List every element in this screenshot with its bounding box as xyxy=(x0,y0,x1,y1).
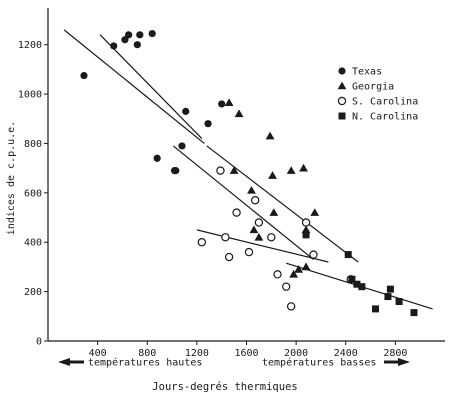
legend-marker-georgia xyxy=(337,81,347,90)
y-tick-label: 800 xyxy=(24,139,42,150)
x-tick-label: 1600 xyxy=(234,348,258,359)
point-texas xyxy=(178,142,186,150)
point-s-carolina xyxy=(216,166,225,175)
point-n-carolina xyxy=(353,280,361,288)
point-texas xyxy=(133,41,141,49)
point-georgia xyxy=(301,225,311,234)
point-s-carolina xyxy=(224,252,234,262)
point-texas xyxy=(136,31,144,39)
x-tick-label: 2000 xyxy=(284,348,308,359)
point-n-carolina xyxy=(348,275,356,283)
y-tick-label: 600 xyxy=(24,188,42,199)
y-tick-label: 0 xyxy=(36,337,42,348)
trend-lines xyxy=(63,29,433,310)
left-arrow-head xyxy=(58,358,70,366)
left-arrow-label: températures hautes xyxy=(88,357,202,369)
point-s-carolina xyxy=(244,247,254,257)
trend-line xyxy=(206,145,359,263)
point-s-carolina xyxy=(282,282,291,291)
point-texas xyxy=(182,107,190,115)
legend-marker-n-carolina xyxy=(338,112,346,120)
point-s-carolina xyxy=(286,302,296,311)
trend-line xyxy=(196,229,329,263)
point-georgia xyxy=(310,208,320,216)
axes: 400 800 1200 1600 2000 2400 2800 0 200 400 600 800 1… xyxy=(6,8,445,393)
x-axis-title: Jours-degrés thermiques xyxy=(152,381,297,393)
point-georgia xyxy=(247,185,256,194)
data-points xyxy=(80,29,418,317)
point-n-carolina xyxy=(344,251,352,259)
point-texas xyxy=(80,71,88,80)
point-texas xyxy=(218,100,226,108)
point-texas xyxy=(148,29,156,38)
point-texas xyxy=(153,154,161,162)
point-georgia xyxy=(224,98,234,107)
point-texas xyxy=(172,167,180,175)
point-georgia xyxy=(294,264,304,273)
point-s-carolina xyxy=(250,196,260,205)
x-tick-label: 2400 xyxy=(334,348,358,359)
point-s-carolina xyxy=(267,233,276,242)
x-tick-label: 800 xyxy=(138,348,156,359)
trend-line xyxy=(172,145,314,260)
point-s-carolina xyxy=(232,208,241,217)
point-n-carolina xyxy=(358,283,366,291)
point-texas xyxy=(125,31,133,39)
legend: Texas Georgia S. Carolina N. Carolina xyxy=(337,67,418,123)
point-n-carolina xyxy=(410,309,418,317)
point-georgia xyxy=(269,208,279,216)
right-arrow-label: températures basses xyxy=(262,357,376,369)
y-tick-label: 400 xyxy=(24,238,42,249)
point-texas xyxy=(110,42,118,50)
point-n-carolina xyxy=(372,305,380,313)
trend-line xyxy=(63,29,205,144)
point-georgia xyxy=(299,163,308,172)
y-axis-title: indices de c.p.u.e. xyxy=(6,121,17,235)
point-georgia xyxy=(286,166,296,174)
point-georgia xyxy=(229,166,239,174)
legend-label-texas: Texas xyxy=(352,67,382,78)
legend-marker-texas xyxy=(338,67,346,75)
y-tick-label: 1200 xyxy=(18,40,42,51)
legend-label-s-carolina: S. Carolina xyxy=(352,97,418,108)
point-s-carolina xyxy=(197,238,207,247)
trend-line xyxy=(99,34,203,139)
right-arrow-head xyxy=(398,358,410,366)
y-tick-label: 200 xyxy=(24,287,42,298)
point-texas xyxy=(121,36,129,44)
point-n-carolina xyxy=(384,293,392,301)
point-georgia xyxy=(301,262,311,271)
x-tick-label: 2800 xyxy=(383,348,407,359)
x-tick-label: 1200 xyxy=(185,348,209,359)
annotations: températures hautes températures basses xyxy=(58,357,410,369)
point-georgia xyxy=(254,232,264,241)
point-n-carolina xyxy=(386,285,394,293)
x-tick-label: 400 xyxy=(89,348,107,359)
point-texas xyxy=(204,120,212,128)
legend-label-n-carolina: N. Carolina xyxy=(352,112,418,123)
point-s-carolina xyxy=(301,218,311,227)
point-georgia xyxy=(234,109,244,118)
point-s-carolina xyxy=(254,218,264,227)
point-n-carolina xyxy=(395,297,403,305)
point-georgia xyxy=(265,131,275,140)
point-georgia xyxy=(268,171,277,179)
point-s-carolina xyxy=(273,270,282,279)
point-n-carolina xyxy=(302,231,310,239)
legend-label-georgia: Georgia xyxy=(352,82,394,93)
legend-marker-s-carolina xyxy=(337,96,347,106)
point-s-carolina xyxy=(309,250,318,259)
y-tick-label: 1000 xyxy=(18,90,42,101)
point-georgia xyxy=(249,225,259,234)
point-georgia xyxy=(289,269,299,278)
point-s-carolina xyxy=(221,233,230,242)
